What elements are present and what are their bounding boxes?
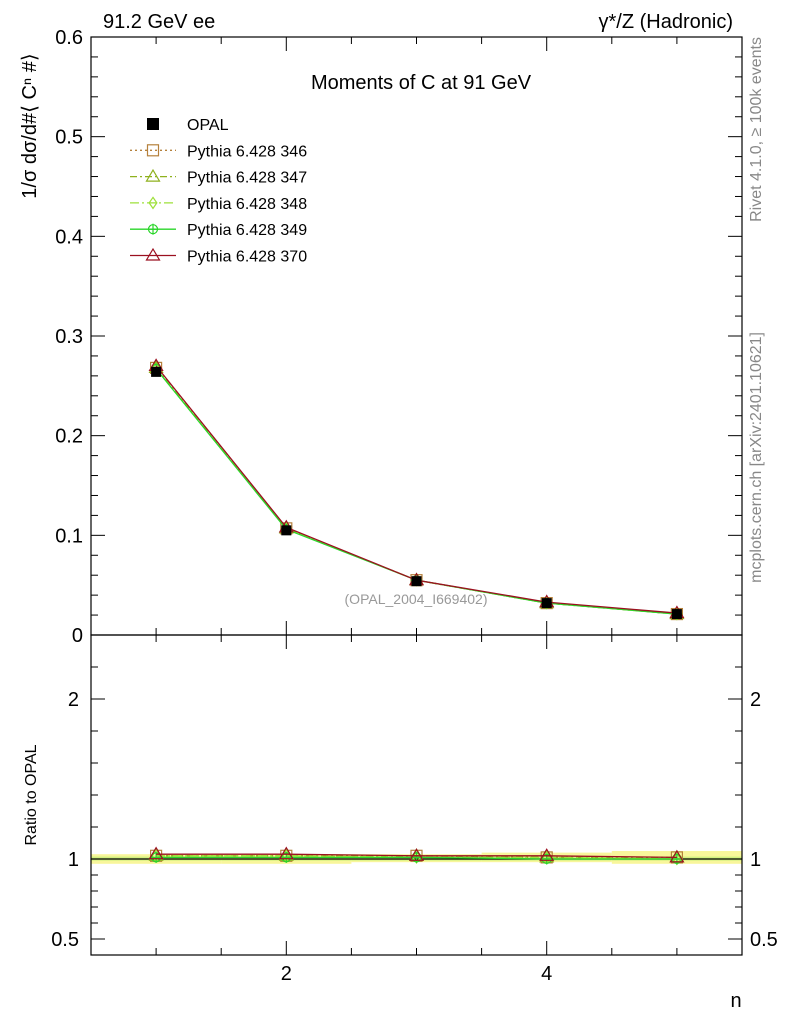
legend-marker [146,144,160,157]
main-ytick-label: 0.5 [55,127,83,149]
opal-point [671,609,682,620]
ratio-point [669,849,685,863]
main-ytick-label: 0.2 [55,426,83,448]
xtick-label: 2 [281,963,292,985]
ratio-ytick-label: 2 [68,689,79,711]
ratio-point [408,848,425,861]
ratio-point [539,848,555,861]
legend-marker-opal [147,118,159,130]
mcplots-label: mcplots.cern.ch [arXiv:2401.10621] [748,332,765,583]
x-axis-label: n [730,990,741,1012]
opal-point [151,366,162,377]
legend: OPAL Pythia 6.428 346 Pythia 6.428 347 Pyth… [130,117,307,266]
ratio-line [156,853,677,859]
main-ytick-label: 0.3 [55,326,83,348]
watermark: (OPAL_2004_I669402) [345,591,488,607]
opal-point [411,576,422,587]
main-ytick-label: 0.6 [55,27,83,49]
ratio-ytick-label: 1 [68,849,79,871]
ratio-ylabel: Ratio to OPAL [23,744,40,845]
ratio-ytick-label: 0.5 [51,929,79,951]
legend-marker [148,196,158,210]
main-ytick-label: 0 [72,625,83,647]
ratio-ytick-label-right: 0.5 [750,929,778,951]
legend-label: Pythia 6.428 346 [187,143,307,160]
main-ytick-label: 0.4 [55,226,83,248]
rivet-label: Rivet 4.1.0, ≥ 100k events [748,37,765,222]
header-left: 91.2 GeV ee [103,11,215,33]
legend-marker [145,247,161,261]
legend-label-opal: OPAL [187,117,229,134]
legend-marker [145,168,161,182]
header-right: γ*/Z (Hadronic) [599,11,733,33]
opal-point [281,525,292,536]
legend-marker [147,223,159,235]
opal-point [541,598,552,609]
legend-label: Pythia 6.428 347 [187,170,307,187]
ratio-point [278,846,294,860]
legend-label: Pythia 6.428 348 [187,196,307,213]
ratio-frame [90,634,743,956]
legend-label: Pythia 6.428 370 [187,249,307,266]
main-title: Moments of C at 91 GeV [311,72,532,94]
xtick-label: 4 [541,963,552,985]
main-ylabel: 1/σ dσ/d#⟨ Cⁿ #⟩ [19,53,41,198]
ratio-pythia-6-428-370 [148,846,685,863]
legend-label: Pythia 6.428 349 [187,222,307,239]
ratio-panel: Ratio to OPAL n 0.5 0.5 1 1 2 2 2 4 [23,634,778,1012]
main-ytick-label: 0.1 [55,525,83,547]
ratio-ytick-label-right: 2 [750,689,761,711]
ratio-point [148,846,164,860]
series-opal [151,366,682,620]
main-panel: Moments of C at 91 GeV 1/σ dσ/d#⟨ Cⁿ #⟩ … [19,27,743,647]
ratio-ytick-label-right: 1 [750,849,761,871]
